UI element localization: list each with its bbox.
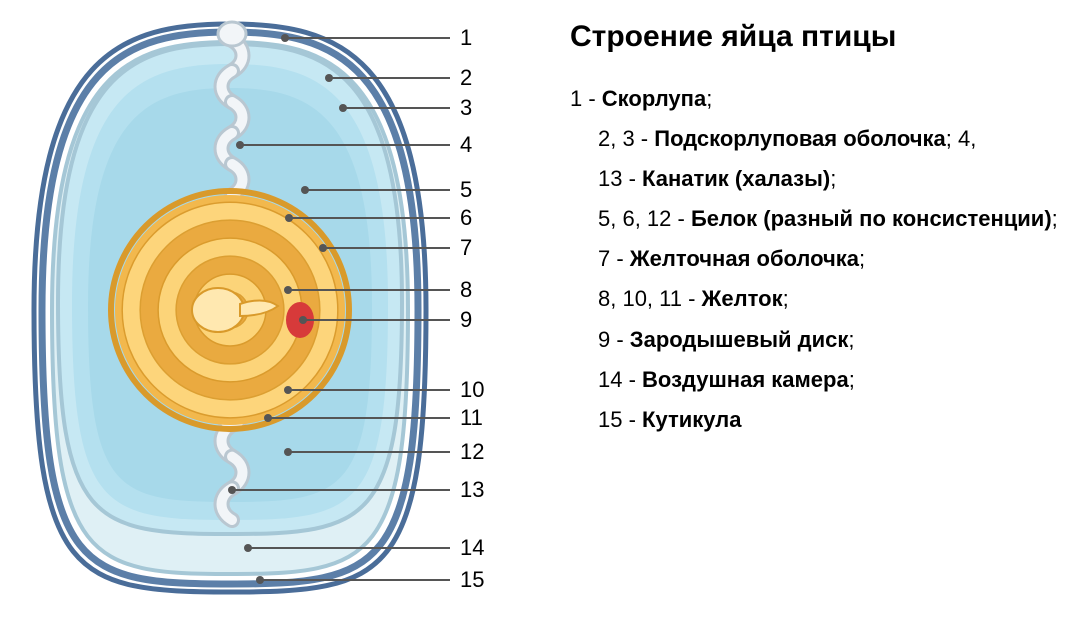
diagram-number-label: 10 — [460, 377, 484, 403]
leader-line — [232, 489, 450, 491]
diagram-number-label: 6 — [460, 205, 472, 231]
leader-line — [329, 77, 450, 79]
legend: Строение яйца птицы 1 - Скорлупа; 2, 3 - … — [560, 0, 1080, 618]
diagram-number-label: 3 — [460, 95, 472, 121]
leader-line — [289, 217, 450, 219]
legend-item-name: Кутикула — [642, 407, 741, 432]
leader-line — [303, 319, 450, 321]
legend-item: 13 - Канатик (халазы); — [570, 162, 1060, 196]
diagram-number-label: 7 — [460, 235, 472, 261]
leader-line — [288, 389, 450, 391]
legend-item-name: Зародышевый диск — [630, 327, 849, 352]
legend-item-name: Канатик (халазы) — [642, 166, 830, 191]
legend-item: 7 - Желточная оболочка; — [570, 242, 1060, 276]
legend-item: 5, 6, 12 - Белок (разный по консистенции… — [570, 202, 1060, 236]
legend-item-trailing: ; — [859, 246, 865, 271]
leader-line — [305, 189, 450, 191]
diagram-number-label: 5 — [460, 177, 472, 203]
legend-list: 1 - Скорлупа; 2, 3 - Подскорлуповая оболо… — [570, 82, 1060, 437]
legend-item-trailing: ; 4, — [946, 126, 977, 151]
legend-item-nums: 14 - — [598, 367, 642, 392]
legend-item-trailing: ; — [849, 367, 855, 392]
legend-item-trailing: ; — [830, 166, 836, 191]
diagram-number-label: 12 — [460, 439, 484, 465]
legend-item-trailing: ; — [783, 286, 789, 311]
legend-item: 9 - Зародышевый диск; — [570, 323, 1060, 357]
diagram-number-label: 15 — [460, 567, 484, 593]
diagram-number-label: 11 — [460, 405, 483, 431]
diagram-number-label: 9 — [460, 307, 472, 333]
egg-diagram: 123456789101112131415 — [0, 0, 560, 618]
legend-item-nums: 9 - — [598, 327, 630, 352]
legend-item: 2, 3 - Подскорлуповая оболочка; 4, — [570, 122, 1060, 156]
legend-item-name: Подскорлуповая оболочка — [654, 126, 946, 151]
leader-line — [288, 289, 450, 291]
legend-item: 1 - Скорлупа; — [570, 82, 1060, 116]
diagram-number-label: 8 — [460, 277, 472, 303]
legend-item-trailing: ; — [1052, 206, 1058, 231]
legend-item: 8, 10, 11 - Желток; — [570, 282, 1060, 316]
legend-item: 14 - Воздушная камера; — [570, 363, 1060, 397]
leader-line — [323, 247, 450, 249]
legend-item-name: Желток — [702, 286, 783, 311]
leader-line — [240, 144, 450, 146]
diagram-title: Строение яйца птицы — [570, 20, 1060, 54]
legend-item-nums: 15 - — [598, 407, 642, 432]
legend-item: 15 - Кутикула — [570, 403, 1060, 437]
legend-item-nums: 8, 10, 11 - — [598, 286, 702, 311]
diagram-number-label: 2 — [460, 65, 472, 91]
leader-line — [343, 107, 450, 109]
leader-line — [285, 37, 450, 39]
legend-item-name: Желточная оболочка — [630, 246, 859, 271]
legend-item-name: Скорлупа — [602, 86, 706, 111]
legend-item-nums: 1 - — [570, 86, 602, 111]
diagram-number-label: 13 — [460, 477, 484, 503]
leader-line — [288, 451, 450, 453]
legend-item-nums: 13 - — [598, 166, 642, 191]
leader-line — [260, 579, 450, 581]
leader-line — [268, 417, 450, 419]
diagram-number-label: 14 — [460, 535, 484, 561]
legend-item-nums: 5, 6, 12 - — [598, 206, 691, 231]
legend-item-name: Белок (разный по консистенции) — [691, 206, 1052, 231]
legend-item-trailing: ; — [706, 86, 712, 111]
leader-line — [248, 547, 450, 549]
legend-item-nums: 7 - — [598, 246, 630, 271]
legend-item-trailing: ; — [848, 327, 854, 352]
diagram-number-label: 1 — [460, 25, 472, 51]
legend-item-nums: 2, 3 - — [598, 126, 654, 151]
diagram-number-label: 4 — [460, 132, 472, 158]
legend-item-name: Воздушная камера — [642, 367, 849, 392]
